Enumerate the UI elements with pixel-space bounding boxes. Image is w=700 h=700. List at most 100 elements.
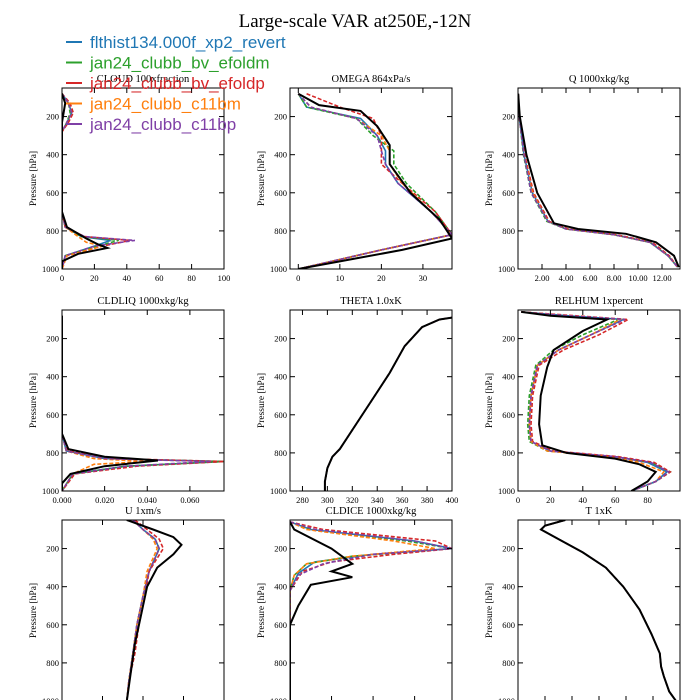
y-tick-label: 800 bbox=[502, 448, 515, 458]
y-tick-label: 800 bbox=[46, 226, 59, 236]
series-line-1 bbox=[539, 520, 677, 700]
x-tick-label: 0 bbox=[296, 273, 300, 283]
series-line-3 bbox=[297, 93, 452, 269]
x-tick-label: 340 bbox=[371, 495, 384, 505]
y-axis-label: Pressure [hPa] bbox=[257, 583, 267, 638]
y-tick-label: 1000 bbox=[270, 264, 287, 274]
x-tick-label: 0.040 bbox=[138, 495, 157, 505]
series-line-1 bbox=[297, 93, 452, 269]
y-tick-label: 200 bbox=[502, 334, 515, 344]
panel-frame bbox=[517, 309, 681, 492]
y-tick-label: 600 bbox=[502, 620, 515, 630]
series-line-4 bbox=[518, 93, 679, 268]
panel-frame bbox=[61, 309, 225, 492]
series-line-1 bbox=[324, 316, 452, 491]
series-line-4 bbox=[62, 93, 136, 269]
series-line-5 bbox=[290, 521, 355, 700]
panel-frame bbox=[61, 87, 225, 270]
y-tick-label: 600 bbox=[502, 188, 515, 198]
x-tick-label: 4.00 bbox=[559, 273, 574, 283]
x-tick-label: 360 bbox=[396, 495, 409, 505]
y-tick-label: 400 bbox=[274, 150, 287, 160]
x-tick-label: 0 bbox=[516, 495, 520, 505]
y-tick-label: 600 bbox=[274, 188, 287, 198]
x-tick-label: 280 bbox=[296, 495, 309, 505]
series-line-3 bbox=[290, 521, 436, 700]
series-line-3 bbox=[324, 316, 452, 491]
series-line-5 bbox=[539, 520, 677, 700]
y-tick-label: 1000 bbox=[498, 486, 515, 496]
series-line-4 bbox=[324, 316, 452, 491]
series-line-4 bbox=[297, 93, 452, 269]
panel-0: CLOUD 100xfraction 0 20 40 60 80 100 200 400 600 8… bbox=[29, 74, 230, 283]
panel-title: RELHUM 1xpercent bbox=[555, 296, 643, 307]
legend-label: flthist134.000f_xp2_revert bbox=[90, 33, 286, 52]
y-tick-label: 600 bbox=[274, 620, 287, 630]
y-tick-label: 800 bbox=[46, 448, 59, 458]
panel-frame bbox=[517, 87, 681, 270]
legend-label: jan24_clubb_bv_efoldm bbox=[89, 54, 270, 73]
legend-label: jan24_clubb_bv_efoldp bbox=[89, 74, 265, 93]
series-line-0 bbox=[297, 93, 452, 269]
y-tick-label: 600 bbox=[46, 410, 59, 420]
y-axis-label: Pressure [hPa] bbox=[257, 373, 267, 428]
series-line-2 bbox=[521, 311, 672, 491]
series-line-3 bbox=[126, 520, 159, 700]
panel-frame bbox=[289, 519, 453, 700]
y-axis-label: Pressure [hPa] bbox=[29, 373, 39, 428]
series-line-5 bbox=[323, 316, 452, 491]
y-axis-label: Pressure [hPa] bbox=[485, 373, 495, 428]
series-line-2 bbox=[324, 316, 452, 491]
y-tick-label: 200 bbox=[46, 112, 59, 122]
y-tick-label: 1000 bbox=[42, 486, 59, 496]
x-tick-label: 80 bbox=[187, 273, 196, 283]
x-tick-label: 60 bbox=[611, 495, 620, 505]
panel-title: CLDICE 1000xkg/kg bbox=[326, 506, 417, 517]
y-tick-label: 200 bbox=[502, 112, 515, 122]
legend-label: jan24_clubb_c11bm bbox=[89, 95, 241, 114]
x-tick-label: 10 bbox=[336, 273, 345, 283]
series-line-3 bbox=[539, 520, 677, 700]
x-tick-label: 2.00 bbox=[535, 273, 550, 283]
panel-7: CLDICE 1000xkg/kg0.000000.000100.000200.… bbox=[257, 506, 453, 700]
panel-3: CLDLIQ 1000xkg/kg 0.000 0.020 0.040 0.060 200… bbox=[29, 296, 225, 505]
series-line-2 bbox=[298, 92, 452, 269]
y-tick-label: 400 bbox=[46, 582, 59, 592]
series-line-5 bbox=[125, 520, 183, 700]
y-tick-label: 1000 bbox=[42, 264, 59, 274]
y-tick-label: 800 bbox=[502, 658, 515, 668]
panel-title: OMEGA 864xPa/s bbox=[331, 74, 410, 85]
y-tick-label: 400 bbox=[274, 582, 287, 592]
y-tick-label: 1000 bbox=[270, 486, 287, 496]
y-axis-label: Pressure [hPa] bbox=[29, 151, 39, 206]
series-line-5 bbox=[297, 92, 452, 269]
series-line-4 bbox=[62, 315, 212, 491]
panel-title: CLDLIQ 1000xkg/kg bbox=[97, 296, 189, 307]
x-tick-label: 20 bbox=[546, 495, 555, 505]
y-tick-label: 800 bbox=[46, 658, 59, 668]
y-tick-label: 200 bbox=[46, 334, 59, 344]
y-tick-label: 400 bbox=[46, 372, 59, 382]
y-tick-label: 400 bbox=[502, 150, 515, 160]
y-tick-label: 400 bbox=[46, 150, 59, 160]
series-line-5 bbox=[521, 310, 658, 491]
legend-label: jan24_clubb_c11bp bbox=[89, 115, 236, 134]
panel-8: T 1xK18020022024026028030020040060080010… bbox=[485, 506, 681, 700]
x-tick-label: 0.000 bbox=[52, 495, 71, 505]
series-line-1 bbox=[521, 311, 672, 491]
y-tick-label: 800 bbox=[274, 658, 287, 668]
figure-title: Large-scale VAR at250E,-12N bbox=[239, 11, 472, 32]
y-tick-label: 400 bbox=[274, 372, 287, 382]
series-line-3 bbox=[62, 315, 148, 491]
series-line-4 bbox=[521, 311, 671, 491]
y-axis-label: Pressure [hPa] bbox=[257, 151, 267, 206]
y-tick-label: 200 bbox=[274, 544, 287, 554]
panel-2: Q 1000xkg/kg 2.00 4.00 6.00 8.00 10.00 12.00 20… bbox=[485, 74, 681, 283]
y-tick-label: 1000 bbox=[270, 696, 287, 700]
x-tick-label: 8.00 bbox=[607, 273, 622, 283]
x-tick-label: 100 bbox=[218, 273, 231, 283]
series-line-4 bbox=[539, 520, 677, 700]
panel-title: THETA 1.0xK bbox=[340, 296, 402, 307]
